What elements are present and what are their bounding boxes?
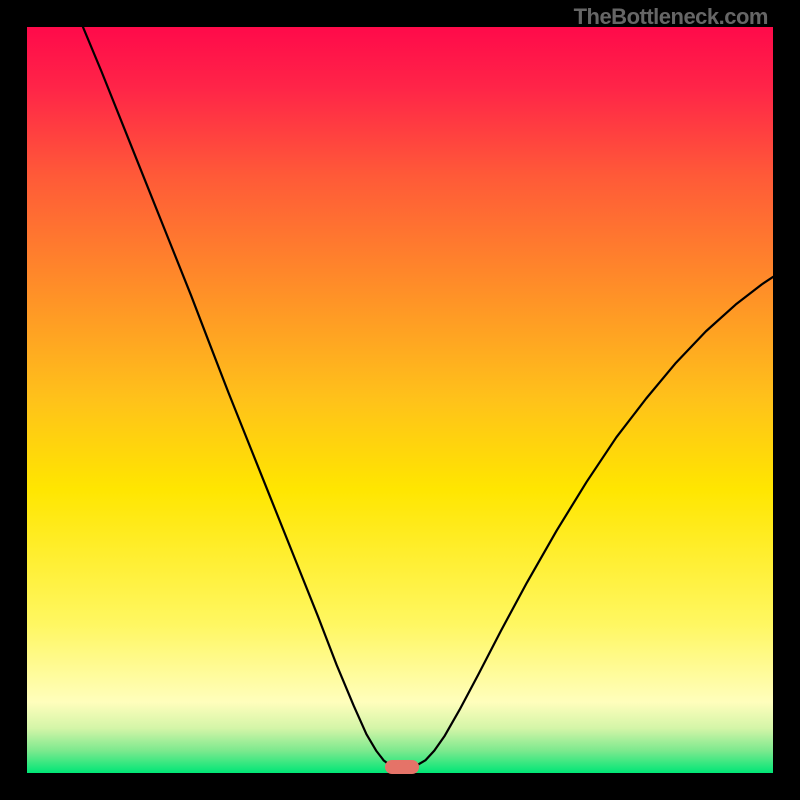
chart-container: TheBottleneck.com (0, 0, 800, 800)
bottleneck-curve (27, 27, 773, 773)
plot-area (27, 27, 773, 773)
optimal-point-marker (385, 760, 419, 774)
watermark-text: TheBottleneck.com (574, 4, 768, 30)
